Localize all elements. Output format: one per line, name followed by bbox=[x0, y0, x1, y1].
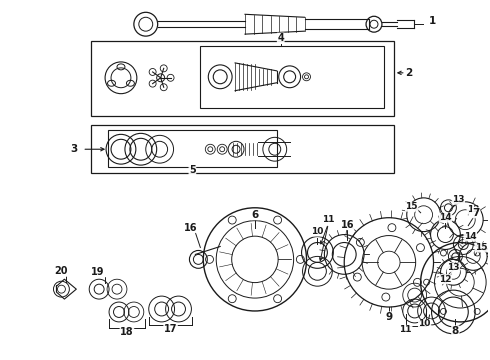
Text: 15: 15 bbox=[475, 243, 488, 252]
Text: 15: 15 bbox=[405, 202, 418, 211]
Text: 2: 2 bbox=[405, 68, 413, 78]
Text: 9: 9 bbox=[385, 312, 392, 322]
Text: 4: 4 bbox=[277, 33, 284, 43]
Text: 13: 13 bbox=[452, 195, 465, 204]
Text: 8: 8 bbox=[452, 326, 459, 336]
Text: 3: 3 bbox=[71, 144, 78, 154]
Text: 17: 17 bbox=[164, 324, 177, 334]
Text: 19: 19 bbox=[92, 267, 105, 277]
Text: 16: 16 bbox=[184, 222, 197, 233]
Text: 16: 16 bbox=[341, 220, 354, 230]
Text: 13: 13 bbox=[447, 263, 460, 272]
Text: 11: 11 bbox=[399, 325, 412, 334]
Text: 12: 12 bbox=[439, 275, 452, 284]
Text: 12: 12 bbox=[467, 205, 480, 214]
Text: 20: 20 bbox=[55, 266, 68, 276]
Text: 14: 14 bbox=[464, 232, 477, 241]
Text: 7: 7 bbox=[472, 208, 480, 218]
Bar bbox=[91, 41, 394, 116]
Text: 10: 10 bbox=[311, 227, 323, 236]
Text: 5: 5 bbox=[189, 165, 196, 175]
Text: 1: 1 bbox=[429, 16, 436, 26]
Text: 14: 14 bbox=[439, 213, 452, 222]
Text: 11: 11 bbox=[322, 215, 335, 224]
Bar bbox=[108, 130, 277, 167]
Bar bbox=[200, 46, 384, 108]
Text: 10: 10 bbox=[418, 319, 431, 328]
Text: 6: 6 bbox=[251, 210, 259, 220]
Text: 18: 18 bbox=[120, 327, 134, 337]
Bar bbox=[91, 125, 394, 173]
